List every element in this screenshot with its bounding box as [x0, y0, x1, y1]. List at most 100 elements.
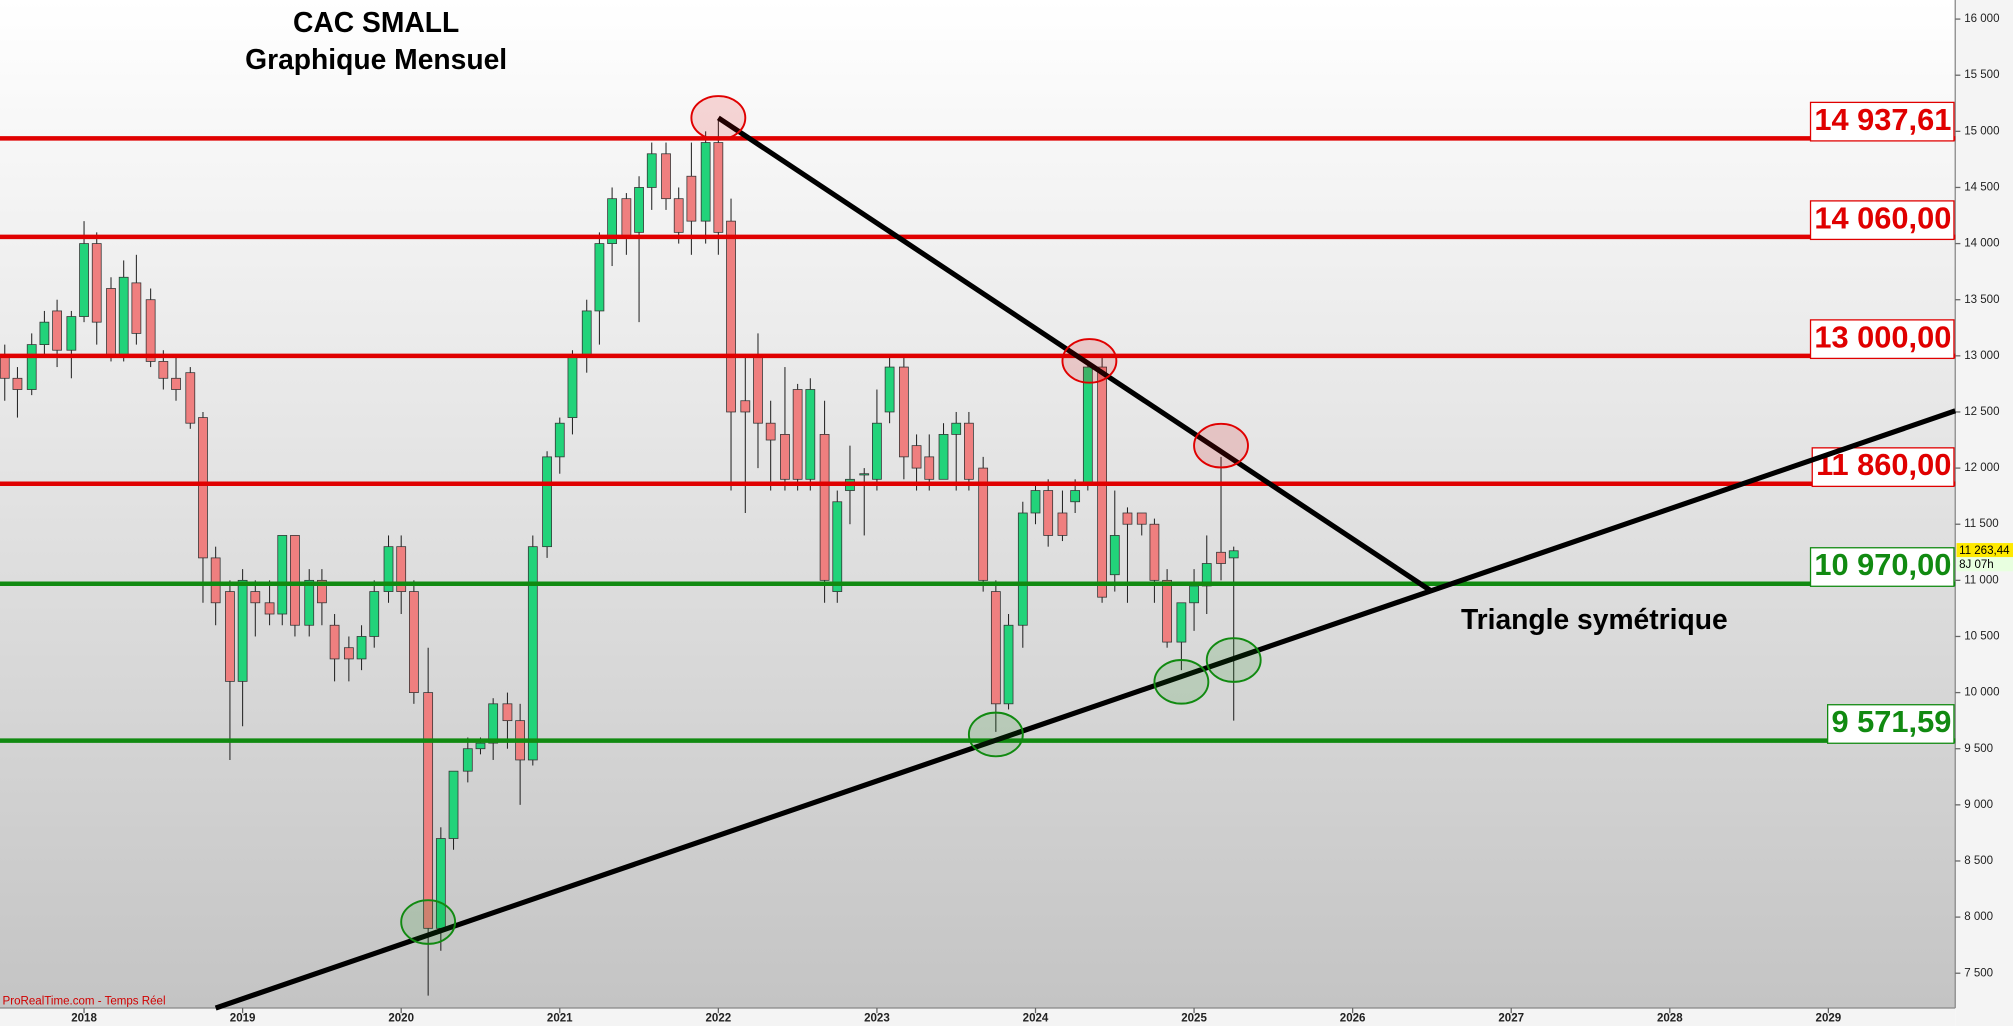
candle-body: [1043, 490, 1054, 536]
candle-body: [343, 647, 354, 660]
x-tick-label: 2022: [706, 1012, 732, 1024]
candle-body: [171, 377, 181, 390]
candle-body: [198, 417, 208, 559]
candle-body: [607, 198, 617, 244]
chart-title: CAC SMALL: [293, 6, 459, 38]
y-axis-area: [1955, 0, 2013, 1026]
y-tick-label: 10 000: [1964, 687, 1999, 699]
x-tick-label: 2027: [1498, 1012, 1524, 1024]
level-label: 13 000,00: [1814, 319, 1951, 354]
y-tick-label: 8 500: [1964, 855, 1993, 867]
candle-body: [383, 546, 394, 592]
candle-body: [106, 288, 116, 357]
y-tick-label: 9 500: [1964, 743, 1993, 755]
x-tick-label: 2018: [71, 1012, 97, 1024]
y-tick-label: 11 500: [1964, 518, 1998, 530]
candle-body: [859, 473, 870, 476]
candle-body: [621, 198, 632, 239]
chart-subtitle: Graphique Mensuel: [245, 43, 507, 75]
candle-body: [290, 535, 300, 626]
candle-body: [1162, 579, 1172, 643]
candle-body: [1082, 366, 1093, 486]
candle-body: [91, 243, 102, 323]
candle-body: [448, 770, 459, 839]
highlight-circle: [1153, 659, 1210, 705]
highlight-circle: [690, 95, 747, 141]
candle-body: [753, 355, 763, 424]
candle-body: [237, 579, 248, 682]
candle-body: [1109, 535, 1120, 576]
trendline: [716, 115, 1432, 593]
x-tick-label: 2025: [1181, 1012, 1207, 1024]
candle-body: [567, 355, 578, 418]
level-label-box: [1809, 319, 1955, 360]
candle-body: [726, 220, 736, 413]
candle-body: [488, 703, 499, 744]
x-tick-label: 2024: [1023, 1012, 1049, 1024]
candle-body: [832, 501, 843, 592]
candle-body: [1122, 512, 1133, 525]
candle-body: [581, 310, 592, 357]
level-label-box: [1809, 200, 1955, 241]
y-tick-label: 7 500: [1964, 967, 1993, 979]
candle-body: [475, 742, 486, 750]
candle-body: [12, 377, 23, 390]
candle-body: [700, 142, 711, 222]
candle-body: [118, 276, 129, 357]
x-tick-label: 2020: [388, 1012, 414, 1024]
y-tick-label: 9 000: [1964, 799, 1993, 811]
candle-body: [978, 467, 989, 581]
candle-body: [317, 579, 327, 604]
candle-body: [1189, 585, 1199, 604]
candle-body: [145, 299, 156, 362]
candle-body: [1070, 490, 1081, 503]
countdown-label: 8J 07h: [1959, 559, 1994, 571]
level-label: 10 970,00: [1814, 547, 1951, 582]
candle-body: [964, 422, 974, 480]
candle-body: [951, 422, 962, 435]
trendline: [214, 408, 1957, 1011]
candle-body: [1057, 512, 1068, 536]
level-label: 9 571,59: [1832, 704, 1952, 739]
y-tick-label: 12 500: [1964, 406, 1999, 418]
candle-body: [369, 591, 380, 637]
x-tick-label: 2026: [1340, 1012, 1366, 1024]
candle-body: [1017, 512, 1028, 626]
candle-body: [277, 535, 288, 615]
candle-body: [884, 366, 895, 413]
candle-body: [765, 422, 776, 441]
marks: 7 500 8 000 8 500 9 000 9 500 10 000 10 500 11 …: [0, 13, 2013, 1024]
candle-body: [1003, 624, 1014, 705]
x-tick-label: 2019: [230, 1012, 256, 1024]
y-tick-label: 13 000: [1964, 350, 1999, 362]
candle-body: [79, 243, 89, 317]
last-price-box: [1956, 543, 2013, 558]
candle-body: [661, 153, 671, 200]
candle-body: [264, 602, 275, 615]
candle-body: [1030, 490, 1041, 514]
candle-body: [462, 748, 473, 772]
candle-body: [26, 344, 37, 390]
y-tick-label: 10 500: [1964, 631, 1999, 643]
candle-body: [304, 579, 315, 626]
x-tick-label: 2021: [547, 1012, 573, 1024]
y-tick-label: 16 000: [1964, 13, 1999, 25]
candle-body: [634, 187, 644, 233]
candle-body: [158, 361, 169, 379]
candle-body: [0, 355, 10, 379]
candle-body: [686, 175, 697, 222]
candle-body: [396, 546, 407, 592]
highlight-circle: [1205, 637, 1262, 683]
candle-body: [740, 400, 751, 413]
candle-body: [66, 316, 77, 351]
level-label-box: [1809, 101, 1955, 142]
candle-body: [780, 434, 790, 480]
candle-body: [673, 198, 684, 233]
candle-body: [542, 456, 552, 548]
candle-body: [819, 434, 830, 581]
level-label-box: [1827, 704, 1955, 744]
x-tick-label: 2029: [1816, 1012, 1842, 1024]
candle-body: [52, 310, 62, 351]
candle-body: [1149, 523, 1160, 581]
candle-body: [1228, 550, 1239, 559]
